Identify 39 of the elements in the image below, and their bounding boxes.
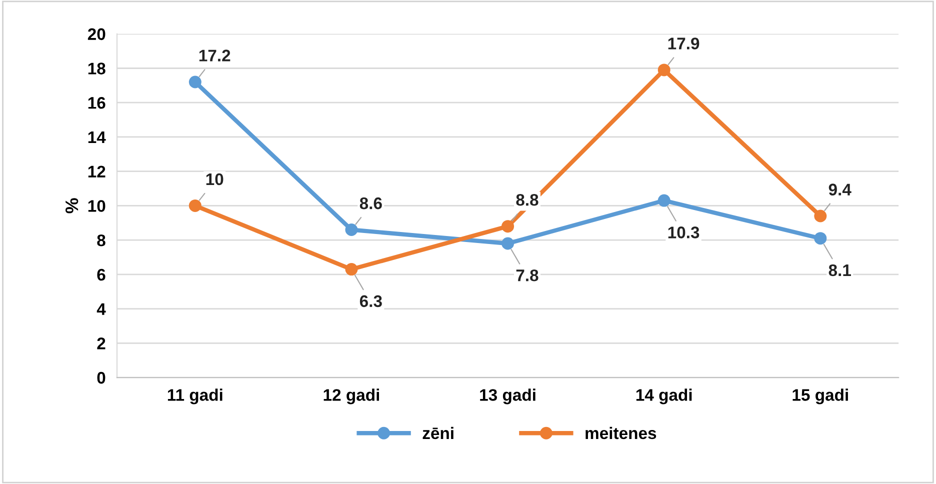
- data-label: 17.2: [199, 50, 230, 62]
- y-tick-label: 0: [97, 372, 106, 384]
- data-label: 8.8: [516, 194, 538, 206]
- point: [658, 64, 670, 76]
- data-label: 8.1: [828, 264, 851, 276]
- point: [345, 224, 358, 236]
- x-tick-label: 11 gadi: [168, 388, 222, 404]
- y-tick-label: 20: [88, 28, 106, 40]
- x-tick-label: 12 gadi: [324, 388, 380, 404]
- legend-label: zēni: [422, 426, 454, 440]
- data-label: 17.9: [668, 38, 700, 50]
- data-label: 6.3: [360, 295, 382, 308]
- point: [814, 232, 827, 245]
- y-tick-label: 10: [88, 200, 106, 212]
- point: [345, 263, 358, 276]
- y-tick-label: 16: [88, 97, 106, 109]
- point: [814, 210, 827, 222]
- data-label: 7.8: [516, 270, 538, 282]
- legend-label: meitenes: [586, 426, 656, 440]
- data-label: 10: [206, 173, 224, 186]
- data-label: 8.6: [360, 197, 382, 210]
- y-tick-label: 8: [97, 234, 106, 246]
- x-tick-label: 13 gadi: [480, 388, 536, 404]
- x-tick-label: 15 gadi: [792, 388, 848, 404]
- point: [502, 237, 514, 250]
- x-tick-label: 14 gadi: [636, 388, 692, 404]
- data-label: 10.3: [668, 226, 700, 238]
- y-tick-label: 2: [97, 338, 106, 350]
- y-axis-title: %: [65, 198, 78, 214]
- point: [188, 76, 202, 88]
- y-tick-label: 18: [88, 62, 106, 74]
- y-tick-label: 12: [88, 166, 106, 178]
- y-tick-label: 6: [97, 268, 106, 281]
- point: [188, 199, 202, 212]
- point: [502, 220, 514, 233]
- point: [658, 194, 670, 207]
- y-tick-label: 14: [88, 132, 106, 144]
- y-tick-label: 4: [96, 303, 106, 315]
- data-label: 9.4: [828, 184, 852, 196]
